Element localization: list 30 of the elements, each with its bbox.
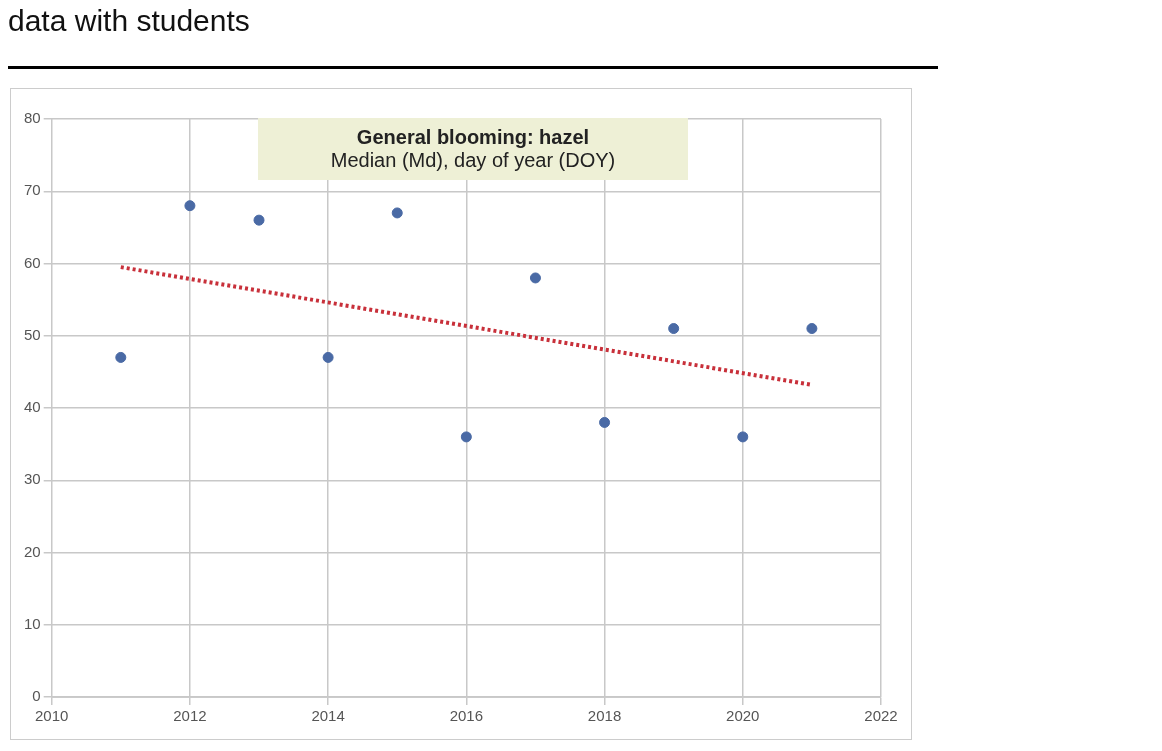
y-tick-label: 60	[24, 253, 41, 271]
y-tick-label: 70	[24, 181, 41, 199]
point	[253, 214, 265, 226]
point	[599, 416, 611, 428]
x-tick-label: 2018	[587, 707, 622, 725]
y-tick-label: 50	[24, 325, 41, 343]
x-tick-label: 2020	[726, 707, 760, 725]
point	[668, 323, 680, 335]
y-tick-label: 40	[24, 398, 41, 416]
point	[322, 351, 334, 363]
y-tick-label: 30	[24, 470, 41, 488]
y-tick-label: 0	[32, 687, 41, 705]
point	[737, 431, 749, 443]
chart-title: General blooming: hazel	[355, 126, 591, 149]
point	[460, 431, 472, 443]
y-tick-label: 80	[24, 109, 41, 127]
y-tick-label: 10	[24, 614, 41, 632]
x-tick-label: 2014	[311, 707, 345, 725]
x-tick-label: 2016	[449, 707, 484, 725]
point	[184, 200, 196, 212]
x-tick-label: 2012	[173, 707, 207, 725]
x-tick-label: 2022	[864, 707, 898, 725]
point	[391, 207, 403, 219]
title-panel: General blooming: hazel Median (Md), day of year (DOY)	[258, 118, 688, 180]
point	[529, 272, 541, 284]
x-tick-label: 2010	[35, 707, 69, 725]
point	[806, 323, 818, 335]
text: data with students	[8, 7, 250, 38]
point	[115, 351, 127, 363]
y-tick-label: 20	[24, 542, 41, 560]
